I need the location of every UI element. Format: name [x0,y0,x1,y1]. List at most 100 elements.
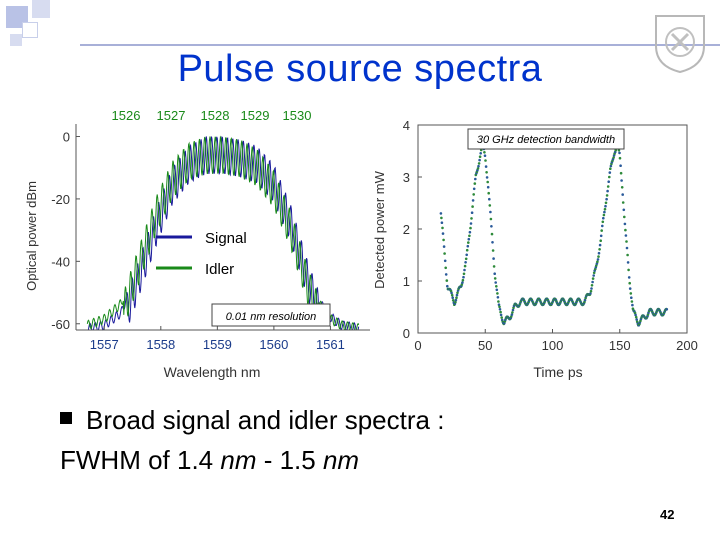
data-point [483,151,486,154]
bullet-unit: nm [220,445,257,475]
x-tick-label: 150 [609,338,631,353]
data-point [487,191,490,195]
data-point [478,155,482,158]
data-point [455,296,458,300]
data-point [604,204,607,208]
university-seal-icon [655,15,705,74]
data-point [603,210,606,214]
data-point [492,265,496,268]
data-point [443,259,447,263]
bullet-item: Broad signal and idler spectra : FWHM of… [60,402,686,478]
spectrum-axes: 0 -20 -40 -60 1557 1558 1559 1560 1561 1526 1527 15… [24,108,370,380]
data-point [451,299,455,302]
data-point [624,234,628,237]
data-point [634,315,638,319]
data-point [591,280,594,284]
data-point [606,185,610,188]
data-point [460,283,464,286]
data-point [592,271,596,275]
data-point [491,241,494,244]
data-point [619,171,623,175]
decor-square [10,34,22,46]
data-point [606,189,609,193]
x-tick-label-bottom: 1560 [259,337,288,352]
data-point [465,253,468,257]
data-point [609,164,613,168]
data-point [489,210,492,214]
data-point [469,222,473,225]
data-point [602,216,605,220]
data-point [443,252,446,255]
data-point [627,268,630,272]
data-point [471,205,474,208]
data-point [605,197,608,201]
data-point [461,281,464,284]
data-point [488,197,491,201]
page-number: 42 [660,507,675,522]
data-point [619,164,622,167]
data-point [621,193,624,196]
data-point [602,213,606,217]
data-point [608,175,611,179]
data-point [623,215,626,219]
data-point [614,148,617,152]
y-tick-label: 2 [403,222,410,237]
series-line-signal [87,135,360,331]
annotation-text: 0.01 nm resolution [226,311,317,323]
data-point [495,288,499,292]
data-point [499,313,503,317]
data-point [445,279,449,282]
data-point [454,300,457,304]
data-point [490,225,493,228]
data-point [612,156,615,159]
data-point [626,253,629,257]
annotation-text: 30 GHz detection bandwidth [477,134,615,146]
data-point [597,255,600,258]
data-point [499,310,502,314]
x-axis-label: Wavelength nm [164,364,261,380]
data-point [451,296,454,300]
data-point [456,291,459,295]
data-point [590,284,594,287]
data-point [624,228,627,232]
data-point [440,221,444,224]
y-tick-label: 1 [403,274,410,289]
data-point [468,234,471,238]
data-point [441,232,445,235]
data-point [462,275,465,279]
data-point [599,239,602,242]
data-point [596,258,600,261]
data-point [484,165,488,168]
x-axis-label: Time ps [533,364,582,380]
data-point [600,229,603,232]
data-point [467,237,471,241]
x-tick-label: 0 [414,338,421,353]
data-point [463,268,466,272]
data-point [626,261,630,264]
x-tick-label-top: 1527 [157,108,186,123]
data-point [601,220,605,224]
y-tick-label: -60 [51,317,70,332]
data-point [486,185,490,189]
x-tick-label: 100 [542,338,564,353]
data-point [484,159,487,162]
data-point [620,186,624,189]
spectrum-chart: 0 -20 -40 -60 1557 1558 1559 1560 1561 1526 1527 15… [24,108,370,380]
y-tick-label: 0 [403,326,410,341]
data-point [446,284,449,288]
data-point [598,243,602,247]
legend-label-signal: Signal [205,230,247,247]
data-point [497,303,501,307]
data-point [464,261,467,264]
data-point [468,230,472,234]
data-point [454,298,458,302]
pulse-plot-area [439,142,669,327]
data-point [469,226,472,230]
x-tick-label-bottom: 1559 [203,337,232,352]
data-point [464,257,468,261]
bullet-marker [60,412,72,424]
data-point [450,291,453,295]
data-point [494,281,497,284]
bullet-line-2-prefix: FWHM of 1.4 [60,445,221,475]
legend-label-idler: Idler [205,261,234,278]
